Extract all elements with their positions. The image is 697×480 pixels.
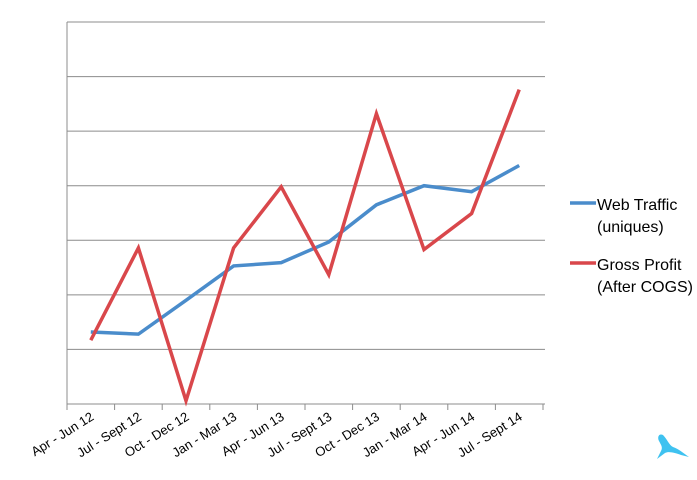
gridlines [67, 21, 545, 350]
series-line-web-traffic [90, 163, 521, 336]
legend-label: Gross Profit [597, 257, 682, 274]
series-line-gross-profit [89, 89, 521, 407]
axes [66, 22, 545, 410]
legend-label: (After COGS) [597, 279, 693, 296]
legend-label: (uniques) [597, 219, 664, 236]
bird-icon [657, 434, 689, 459]
series-lines [89, 89, 521, 407]
legend-label: Web Traffic [597, 197, 677, 214]
legend: Web Traffic (uniques) Gross Profit (After C… [570, 197, 693, 296]
